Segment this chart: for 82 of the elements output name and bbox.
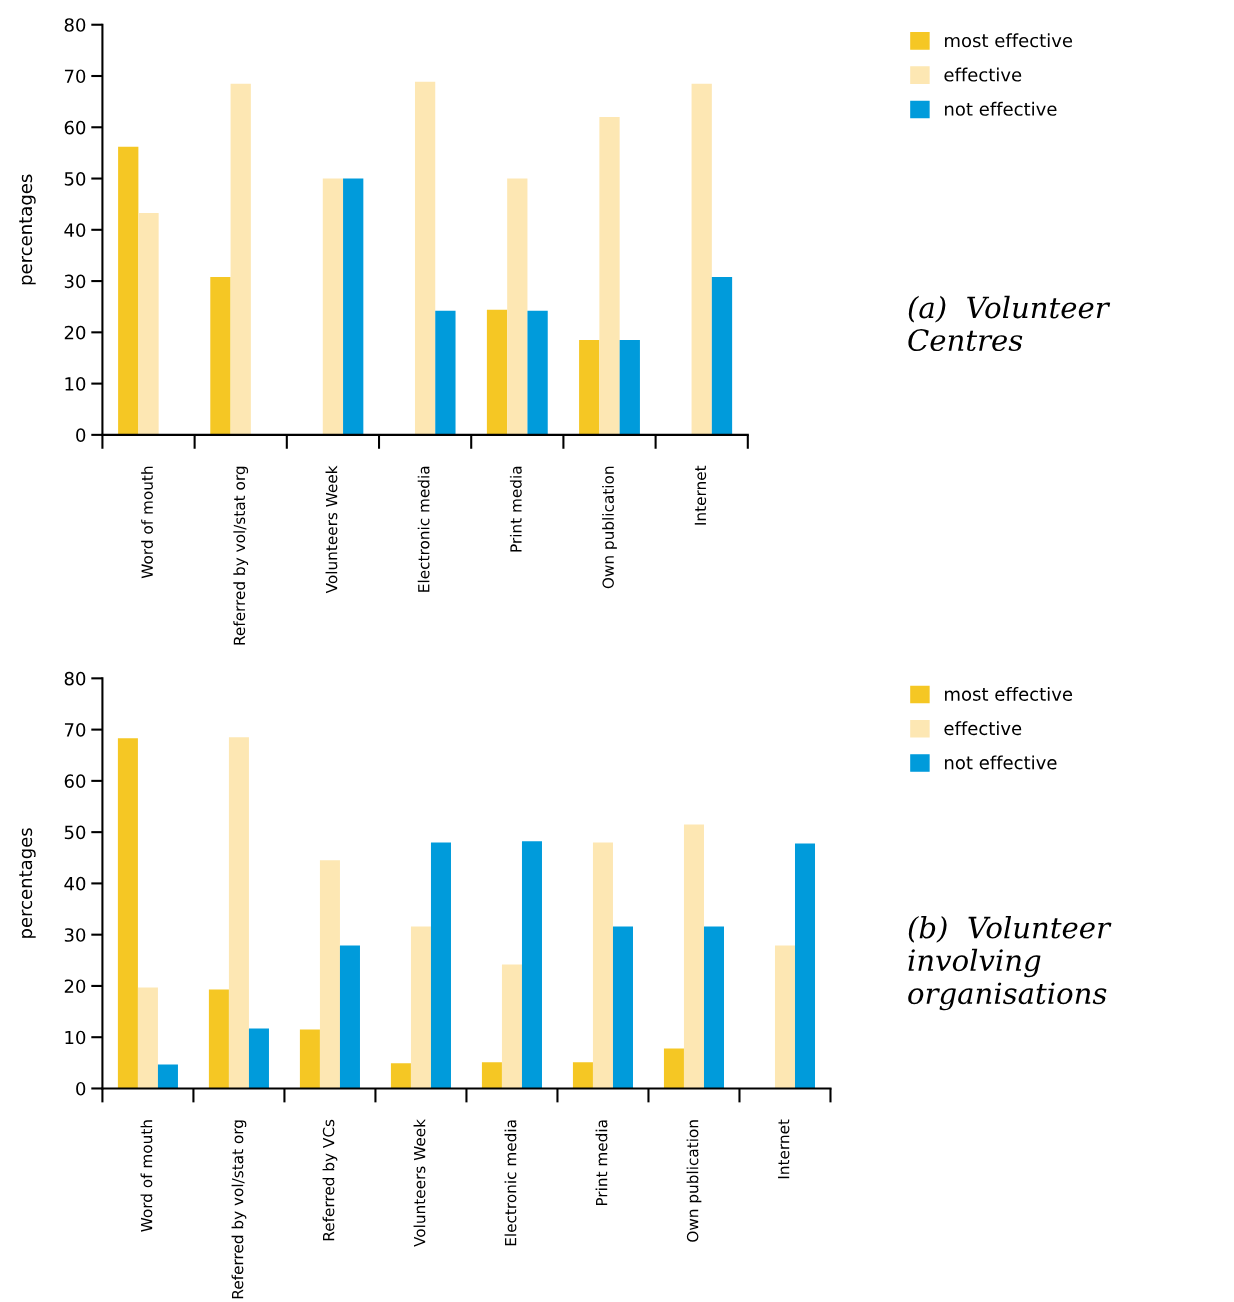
bar — [481, 1062, 502, 1089]
x-tick-label: Word of mouth — [141, 466, 153, 579]
bar — [299, 1029, 320, 1089]
y-tick-label: 50 — [64, 825, 86, 840]
x-tick-label: Volunteers Week — [325, 465, 338, 594]
legend-label: effective — [944, 721, 1022, 736]
bar — [410, 926, 431, 1089]
y-tick-label: 30 — [64, 274, 86, 289]
y-tick-label: 40 — [64, 876, 86, 891]
bar — [208, 989, 229, 1089]
y-tick-label: 20 — [64, 325, 86, 340]
legend-label: most effective — [945, 686, 1073, 701]
text: (a) Volunteer Centres — [908, 295, 1111, 352]
x-tick-label: Electronic media — [417, 466, 430, 592]
y-tick-label: 80 — [64, 671, 86, 686]
y-tick-label: 0 — [76, 1081, 86, 1096]
y-tick-label: 40 — [64, 223, 86, 237]
y-tick-label: 70 — [64, 69, 86, 84]
bar — [339, 945, 360, 1089]
x-tick-label: Internet — [778, 1119, 790, 1179]
bar — [230, 83, 251, 435]
bar — [390, 1063, 411, 1089]
bar — [579, 340, 600, 435]
y-tick-label: 30 — [64, 928, 86, 942]
x-tick-label: Electronic media — [504, 1120, 517, 1246]
legend-label: most effective — [945, 33, 1073, 48]
x-tick-label: Referred by vol/stat org — [231, 1120, 247, 1299]
bar — [619, 340, 640, 435]
legend-label: not effective — [945, 101, 1057, 116]
bar — [486, 309, 508, 435]
y-tick-label: 60 — [64, 774, 86, 788]
bar — [663, 1048, 684, 1089]
legend-label: effective — [944, 67, 1022, 82]
y-tick-label: 50 — [64, 172, 86, 186]
y-tick-label: 0 — [76, 428, 86, 442]
bar — [703, 926, 724, 1089]
bar — [691, 83, 712, 435]
bar — [117, 738, 138, 1089]
y-axis-title: percentages — [19, 828, 36, 938]
x-tick-label: Internet — [694, 465, 707, 525]
x-tick-label: Referred by VCs — [322, 1119, 338, 1241]
bar — [527, 310, 548, 435]
bar — [137, 987, 158, 1089]
bar — [711, 276, 733, 435]
y-tick-label: 80 — [64, 18, 86, 32]
bar — [210, 276, 231, 435]
bar — [521, 841, 542, 1089]
y-axis-title: percentages — [19, 174, 36, 285]
bar — [774, 945, 795, 1089]
x-tick-label: Own publication — [602, 466, 617, 589]
y-tick-label: 10 — [65, 1030, 86, 1045]
bar — [794, 843, 816, 1089]
bar — [322, 178, 344, 435]
bar — [592, 842, 613, 1089]
x-tick-label: Print media — [509, 466, 522, 552]
y-tick-label: 60 — [64, 120, 86, 135]
bar — [599, 117, 620, 435]
bar — [683, 824, 704, 1089]
bar — [138, 212, 159, 435]
bar — [430, 842, 451, 1089]
legend-label: not effective — [945, 755, 1057, 770]
bar — [507, 178, 528, 435]
bar — [228, 737, 249, 1089]
y-tick-label: 20 — [64, 979, 86, 994]
y-tick-label: 70 — [64, 723, 86, 737]
text: (b) Volunteer involving organisations — [908, 915, 1112, 1011]
bar — [572, 1062, 593, 1089]
bar — [118, 146, 139, 435]
y-tick-label: 10 — [65, 377, 86, 391]
x-tick-label: Print media — [595, 1120, 608, 1206]
bar — [414, 81, 436, 435]
bar — [319, 860, 340, 1089]
bar — [248, 1028, 269, 1089]
bar — [435, 310, 456, 435]
x-tick-label: Own publication — [686, 1120, 702, 1242]
bar — [612, 926, 633, 1089]
x-tick-label: Referred by vol/stat org — [233, 466, 249, 645]
bar — [343, 178, 364, 435]
bar — [157, 1064, 178, 1089]
bar — [501, 964, 522, 1089]
x-tick-label: Volunteers Week — [413, 1119, 426, 1247]
x-tick-label: Word of mouth — [140, 1120, 153, 1232]
